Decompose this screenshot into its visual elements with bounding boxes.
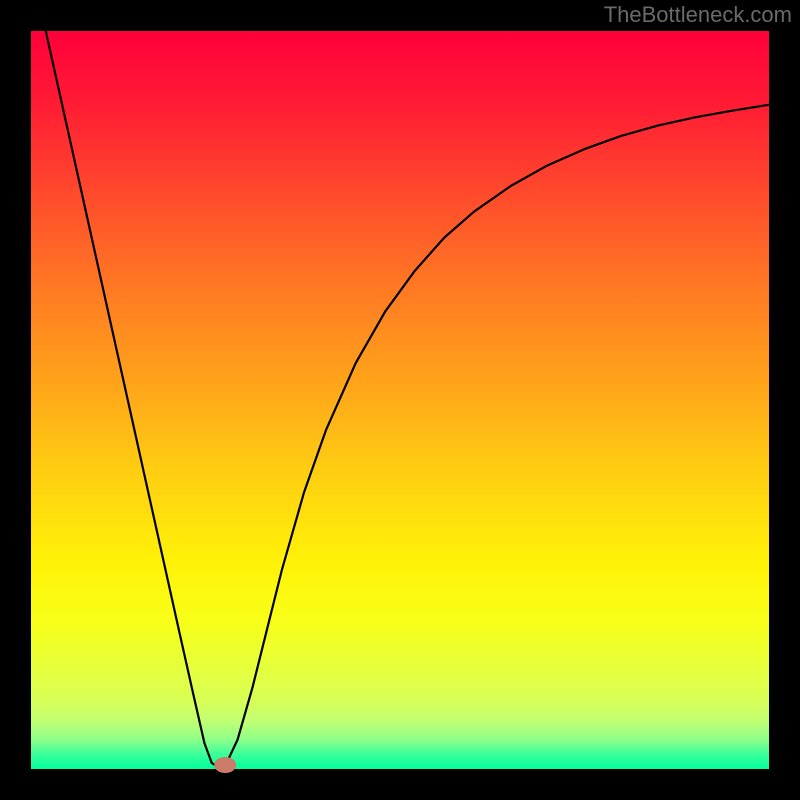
bottleneck-curve (46, 31, 769, 768)
minimum-marker (214, 757, 236, 773)
plot-area (31, 31, 769, 769)
watermark-text: TheBottleneck.com (604, 2, 792, 28)
chart-container: TheBottleneck.com (0, 0, 800, 800)
curve-layer (31, 31, 769, 769)
